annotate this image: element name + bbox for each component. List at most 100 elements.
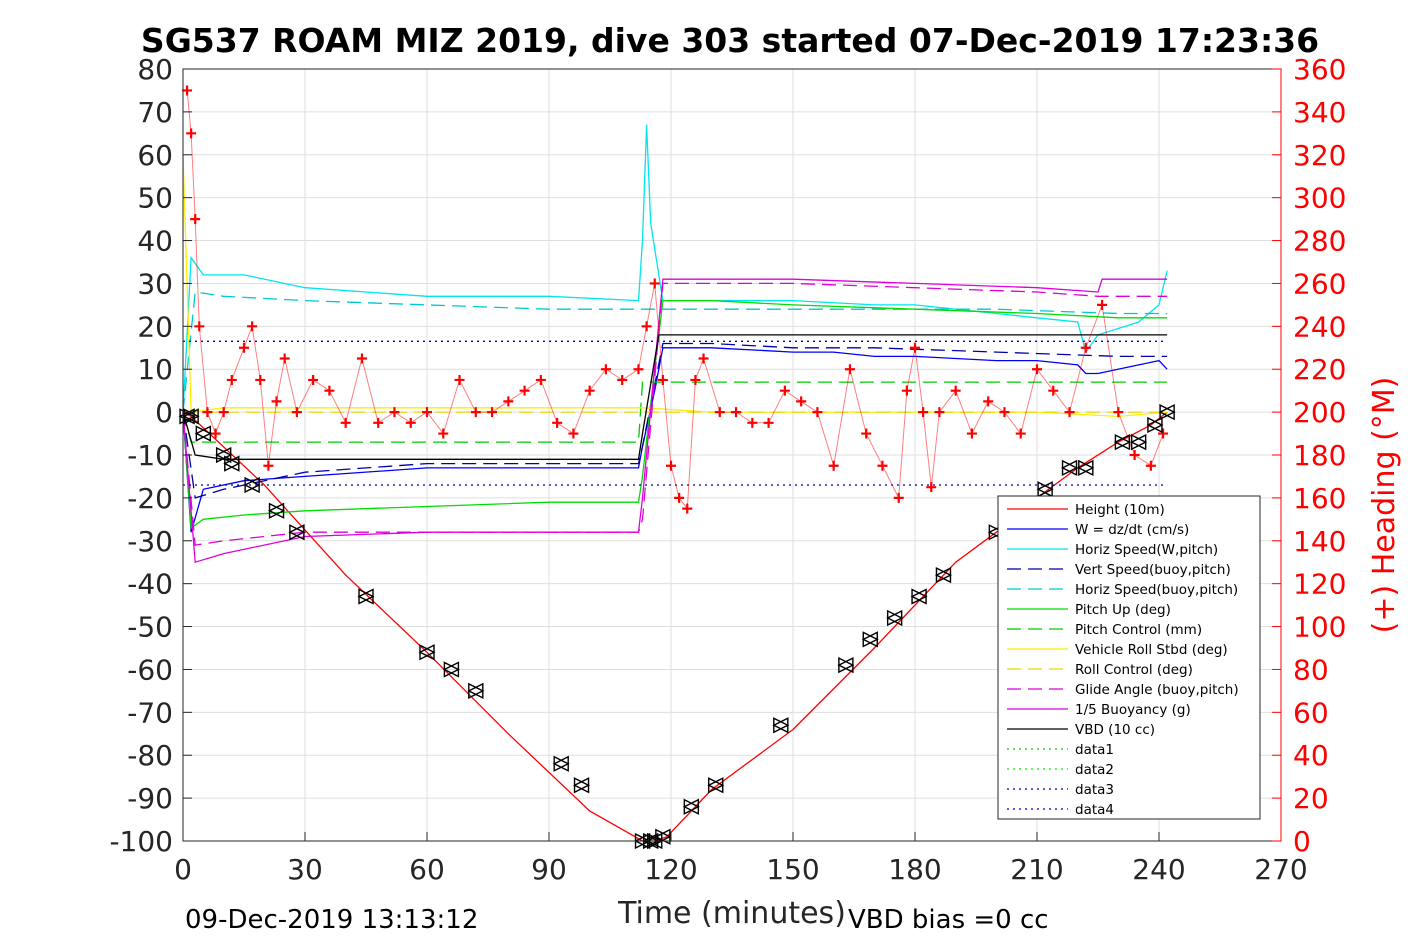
- y-right-tick-label: 180: [1293, 439, 1346, 472]
- heading-point: [405, 417, 416, 428]
- heading-point: [893, 492, 904, 503]
- y-tick-label: 10: [137, 353, 173, 386]
- heading-point: [617, 374, 628, 385]
- y-tick-label: -60: [127, 653, 173, 686]
- heading-point: [844, 364, 855, 375]
- depth-marker: [707, 777, 725, 794]
- plot-area: [178, 85, 1176, 850]
- heading-point: [633, 364, 644, 375]
- y-tick-label: -40: [127, 568, 173, 601]
- depth-marker-left-triangle: [572, 777, 590, 794]
- depth-marker-left-triangle: [442, 661, 460, 678]
- heading-point: [796, 396, 807, 407]
- depth-marker: [1158, 403, 1176, 421]
- heading-point: [519, 385, 530, 396]
- heading-point: [202, 407, 213, 418]
- depth-marker: [572, 777, 591, 794]
- heading-point: [918, 407, 929, 418]
- depth-marker-left-triangle: [243, 476, 260, 494]
- depth-marker: [1077, 459, 1095, 476]
- depth-marker: [682, 798, 700, 815]
- depth-marker-left-triangle: [223, 455, 240, 472]
- heading-point: [356, 353, 367, 364]
- depth-marker: [910, 588, 928, 605]
- series-line-1: [182, 411, 1168, 842]
- depth-marker-left-triangle: [267, 502, 285, 519]
- depth-marker: [552, 755, 570, 772]
- heading-point: [487, 407, 498, 418]
- heading-point: [535, 374, 546, 385]
- series-line-12: [182, 334, 1168, 460]
- x-tick-label: 30: [287, 853, 323, 886]
- y-axis-right-label: (+) Heading (°M): [1367, 377, 1402, 634]
- heading-point: [714, 407, 725, 418]
- heading-point: [470, 407, 481, 418]
- y-tick-label: -90: [127, 782, 173, 815]
- heading-point: [291, 407, 302, 418]
- depth-marker-left-triangle: [682, 798, 700, 815]
- legend-box: [997, 495, 1261, 820]
- heading-point: [255, 374, 266, 385]
- heading-point: [910, 342, 920, 353]
- heading-point: [950, 385, 961, 396]
- x-tick-label: 270: [1254, 853, 1307, 886]
- depth-marker: [243, 476, 261, 494]
- heading-point: [247, 321, 258, 332]
- heading-point: [438, 428, 449, 439]
- heading-point: [1080, 342, 1091, 353]
- series-line-2: [182, 347, 1168, 533]
- depth-marker: [418, 644, 436, 661]
- depth-marker-left-triangle: [288, 524, 305, 541]
- y-tick-label: -100: [109, 825, 173, 858]
- chart-title: SG537 ROAM MIZ 2019, dive 303 started 07…: [141, 21, 1319, 60]
- y-right-tick-label: 120: [1293, 568, 1346, 601]
- depth-marker-left-triangle: [1146, 416, 1163, 434]
- heading-point: [779, 385, 790, 396]
- legend-label-15: data3: [1075, 782, 1114, 798]
- heading-point: [747, 417, 758, 428]
- heading-point: [828, 460, 839, 471]
- heading-point: [340, 417, 351, 428]
- heading-point: [1113, 407, 1124, 418]
- depth-marker: [442, 661, 460, 678]
- legend-label-13: data1: [1075, 742, 1114, 758]
- footer-timestamp: 09-Dec-2019 13:13:12: [185, 905, 478, 935]
- heading-point: [763, 417, 774, 428]
- legend-label-11: 1/5 Buoyancy (g): [1075, 702, 1191, 718]
- depth-marker-left-triangle: [1077, 459, 1094, 476]
- legend-label-5: Horiz Speed(buoy,pitch): [1075, 582, 1238, 598]
- heading-point: [239, 342, 249, 353]
- y-right-tick-label: 40: [1293, 739, 1329, 772]
- depth-marker-left-triangle: [1060, 459, 1078, 476]
- heading-point: [263, 460, 274, 471]
- y-right-tick-label: 60: [1293, 696, 1329, 729]
- heading-point: [584, 385, 595, 396]
- heading-point: [182, 85, 193, 96]
- heading-point: [999, 407, 1010, 418]
- legend-label-9: Roll Control (deg): [1075, 662, 1193, 678]
- y-right-tick-label: 360: [1293, 53, 1346, 86]
- depth-marker-left-triangle: [886, 609, 903, 627]
- y-right-tick-label: 340: [1293, 96, 1346, 129]
- depth-marker: [886, 609, 904, 627]
- series-line-6: [182, 299, 1168, 530]
- heading-point: [218, 407, 229, 418]
- depth-marker-left-triangle: [910, 588, 927, 605]
- heading-point: [454, 374, 465, 385]
- heading-point: [186, 128, 197, 139]
- legend-label-1: Height (10m): [1075, 502, 1165, 518]
- depth-marker-left-triangle: [861, 631, 878, 648]
- y-right-tick-label: 100: [1293, 611, 1346, 644]
- depth-marker: [194, 425, 212, 442]
- heading-point: [666, 460, 676, 471]
- depth-marker: [182, 408, 200, 425]
- heading-point: [926, 482, 937, 493]
- depth-marker-left-triangle: [654, 828, 671, 845]
- depth-marker-left-triangle: [467, 682, 484, 700]
- y-right-tick-label: 20: [1293, 782, 1329, 815]
- series-line-8: [182, 154, 1168, 418]
- y-right-tick-label: 320: [1293, 139, 1346, 172]
- depth-marker: [837, 657, 855, 674]
- y-right-tick-label: 260: [1293, 267, 1346, 300]
